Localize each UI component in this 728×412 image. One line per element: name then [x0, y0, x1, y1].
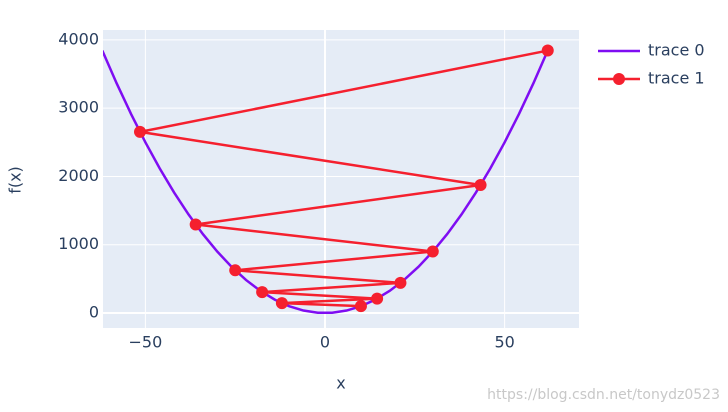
- x-tick-label: 50: [494, 333, 514, 352]
- marker: [426, 245, 439, 258]
- marker: [189, 218, 202, 231]
- y-tick-label: 0: [89, 302, 99, 321]
- y-tick-label: 1000: [58, 234, 99, 253]
- legend-label: trace 1: [648, 69, 705, 88]
- y-axis-title: f(x): [6, 166, 25, 194]
- x-tick-label: −50: [129, 333, 163, 352]
- legend-label: trace 0: [648, 41, 705, 60]
- marker: [134, 125, 147, 138]
- marker: [275, 297, 288, 310]
- line: [103, 50, 549, 314]
- marker: [541, 44, 554, 57]
- watermark: https://blog.csdn.net/tonydz0523: [487, 387, 720, 403]
- y-tick-label: 2000: [58, 166, 99, 185]
- x-tick-label: 0: [320, 333, 330, 352]
- plot-area: [103, 30, 579, 328]
- marker: [371, 292, 384, 305]
- marker: [394, 276, 407, 289]
- marker: [354, 300, 367, 313]
- marker: [474, 178, 487, 191]
- x-axis-title: x: [336, 374, 345, 393]
- marker: [229, 264, 242, 277]
- legend-marker: [613, 73, 625, 85]
- marker: [256, 286, 269, 299]
- y-tick-label: 4000: [58, 29, 99, 48]
- y-tick-label: 3000: [58, 98, 99, 117]
